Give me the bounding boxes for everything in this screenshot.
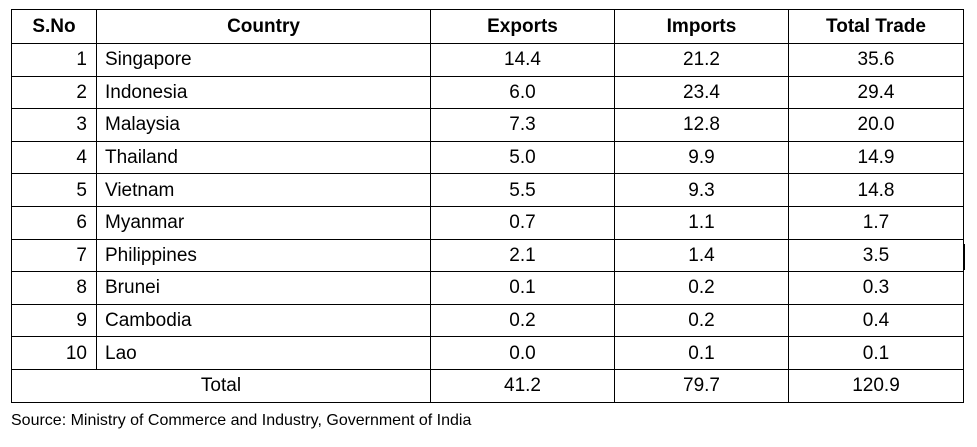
table-row: 5 Vietnam 5.5 9.3 14.8 [11, 173, 964, 207]
cell-country: Vietnam [96, 173, 431, 207]
cell-total-trade: 29.4 [788, 75, 964, 110]
cell-country: Thailand [96, 140, 431, 175]
cell-exports: 0.2 [430, 303, 615, 338]
total-label: Total [11, 368, 431, 403]
table-row: 9 Cambodia 0.2 0.2 0.4 [11, 303, 964, 338]
cell-total-trade: 1.7 [788, 205, 964, 240]
cell-exports: 7.3 [430, 108, 615, 142]
cell-country: Singapore [96, 43, 431, 77]
cell-country: Myanmar [96, 205, 431, 240]
header-total-trade: Total Trade [788, 9, 964, 44]
cell-sno: 5 [11, 173, 97, 207]
table-row: 8 Brunei 0.1 0.2 0.3 [11, 271, 964, 305]
cell-exports: 6.0 [430, 75, 615, 110]
cell-sno: 4 [11, 140, 97, 175]
cell-sno: 1 [11, 43, 97, 77]
cell-sno: 10 [11, 336, 97, 370]
cell-country: Lao [96, 336, 431, 370]
cell-imports: 9.3 [614, 173, 789, 207]
cell-imports: 23.4 [614, 75, 789, 110]
header-sno: S.No [11, 9, 97, 44]
cell-sno: 6 [11, 205, 97, 240]
table-header-row: S.No Country Exports Imports Total Trade [11, 9, 964, 44]
cell-exports: 5.5 [430, 173, 615, 207]
table-row: 4 Thailand 5.0 9.9 14.9 [11, 140, 964, 175]
total-trade: 120.9 [788, 368, 964, 403]
cell-exports: 2.1 [430, 238, 615, 273]
cell-imports: 0.1 [614, 336, 789, 370]
cell-total-trade: 35.6 [788, 43, 964, 77]
source-note: Source: Ministry of Commerce and Industr… [11, 412, 472, 429]
header-imports: Imports [614, 9, 789, 44]
cell-sno: 3 [11, 108, 97, 142]
cell-imports: 0.2 [614, 303, 789, 338]
table-row: 1 Singapore 14.4 21.2 35.6 [11, 43, 964, 77]
header-country: Country [96, 9, 431, 44]
cell-exports: 14.4 [430, 43, 615, 77]
total-imports: 79.7 [614, 368, 789, 403]
cell-imports: 12.8 [614, 108, 789, 142]
cell-total-trade: 14.8 [788, 173, 964, 207]
table-row: 7 Philippines 2.1 1.4 3.5 [11, 238, 964, 273]
table-row: 6 Myanmar 0.7 1.1 1.7 [11, 205, 964, 240]
cell-sno: 7 [11, 238, 97, 273]
cell-total-trade: 14.9 [788, 140, 964, 175]
edge-divider [964, 244, 965, 270]
cell-sno: 9 [11, 303, 97, 338]
total-exports: 41.2 [430, 368, 615, 403]
cell-sno: 2 [11, 75, 97, 110]
cell-exports: 0.7 [430, 205, 615, 240]
cell-imports: 21.2 [614, 43, 789, 77]
cell-imports: 9.9 [614, 140, 789, 175]
cell-exports: 0.0 [430, 336, 615, 370]
header-exports: Exports [430, 9, 615, 44]
cell-country: Malaysia [96, 108, 431, 142]
trade-table: S.No Country Exports Imports Total Trade… [11, 9, 964, 403]
cell-sno: 8 [11, 271, 97, 305]
cell-country: Indonesia [96, 75, 431, 110]
cell-total-trade: 20.0 [788, 108, 964, 142]
table-row: 10 Lao 0.0 0.1 0.1 [11, 336, 964, 370]
cell-exports: 5.0 [430, 140, 615, 175]
cell-imports: 1.4 [614, 238, 789, 273]
cell-country: Philippines [96, 238, 431, 273]
cell-total-trade: 0.1 [788, 336, 964, 370]
table-row: 2 Indonesia 6.0 23.4 29.4 [11, 75, 964, 110]
cell-country: Brunei [96, 271, 431, 305]
table-row: 3 Malaysia 7.3 12.8 20.0 [11, 108, 964, 142]
trade-table-container: S.No Country Exports Imports Total Trade… [11, 9, 964, 403]
cell-country: Cambodia [96, 303, 431, 338]
cell-exports: 0.1 [430, 271, 615, 305]
cell-total-trade: 0.3 [788, 271, 964, 305]
cell-imports: 0.2 [614, 271, 789, 305]
total-row: Total 41.2 79.7 120.9 [11, 368, 964, 403]
cell-imports: 1.1 [614, 205, 789, 240]
cell-total-trade: 0.4 [788, 303, 964, 338]
cell-total-trade: 3.5 [788, 238, 964, 273]
